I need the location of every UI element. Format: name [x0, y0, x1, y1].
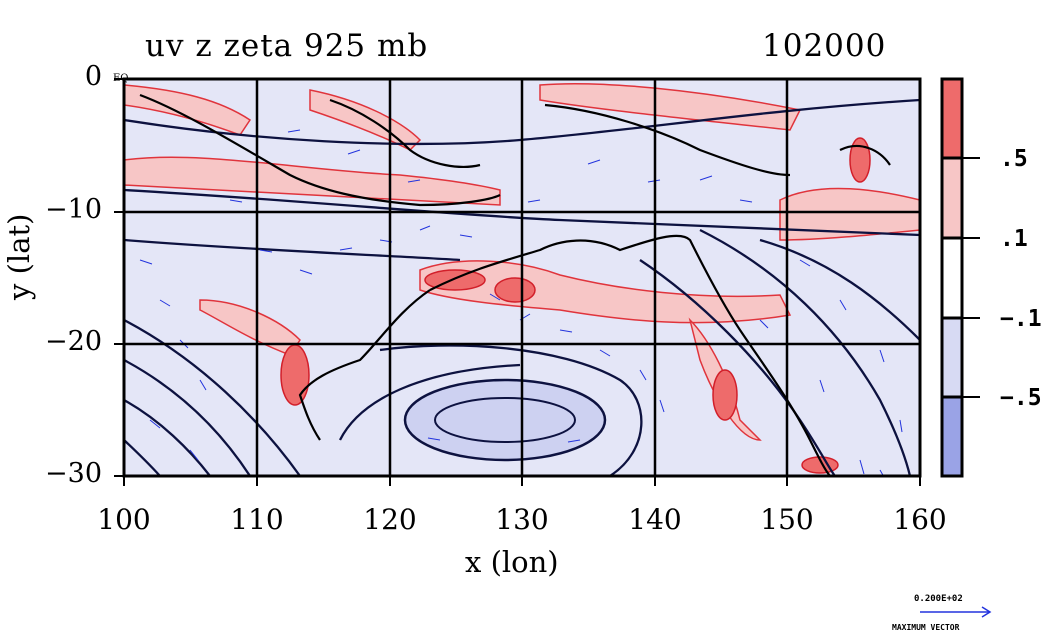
high-pressure-cell [403, 378, 607, 462]
axis-ticks [114, 78, 921, 486]
vorticity-shading [124, 82, 920, 441]
y-tick-minus-30: −30 [45, 458, 102, 489]
x-tick-150: 150 [760, 503, 814, 536]
x-tick-130: 130 [495, 503, 549, 536]
colorbar-segment-3 [940, 236, 964, 320]
x-axis-label: x (lon) [465, 545, 559, 579]
reference-vector-value: 0.200E+02 [914, 594, 963, 604]
reference-vector-arrow [920, 606, 992, 618]
reference-vector-caption: MAXIMUM VECTOR [892, 623, 960, 632]
x-tick-110: 110 [230, 503, 284, 536]
x-tick-140: 140 [628, 503, 682, 536]
strong-vorticity [280, 137, 871, 474]
colorbar [940, 77, 964, 478]
time-label: 102000 [762, 28, 887, 64]
x-tick-160: 160 [893, 503, 947, 536]
colorbar-segment-2 [940, 156, 964, 240]
wind-vectors [139, 129, 903, 476]
height-contours [124, 98, 920, 476]
y-tick-0: 0 [84, 61, 102, 92]
x-tick-100: 100 [97, 503, 151, 536]
colorbar-tick-minus-0.5: −.5 [1000, 385, 1042, 411]
coastlines [139, 93, 891, 476]
colorbar-tick-0.5: .5 [1000, 146, 1028, 172]
colorbar-segment-4 [940, 316, 964, 399]
x-tick-120: 120 [363, 503, 417, 536]
colorbar-segment-1 [940, 77, 964, 160]
chart-title: uv z zeta 925 mb [145, 28, 429, 64]
y-axis-label: y (lat) [2, 213, 36, 300]
grid-lines [124, 79, 920, 476]
y-tick-minus-10: −10 [45, 194, 102, 225]
colorbar-segment-5 [940, 395, 964, 478]
colorbar-tick-0.1: .1 [1000, 226, 1028, 252]
equator-label: EQ [113, 73, 129, 84]
colorbar-tick-minus-0.1: −.1 [1000, 306, 1042, 332]
y-tick-minus-20: −20 [45, 326, 102, 357]
